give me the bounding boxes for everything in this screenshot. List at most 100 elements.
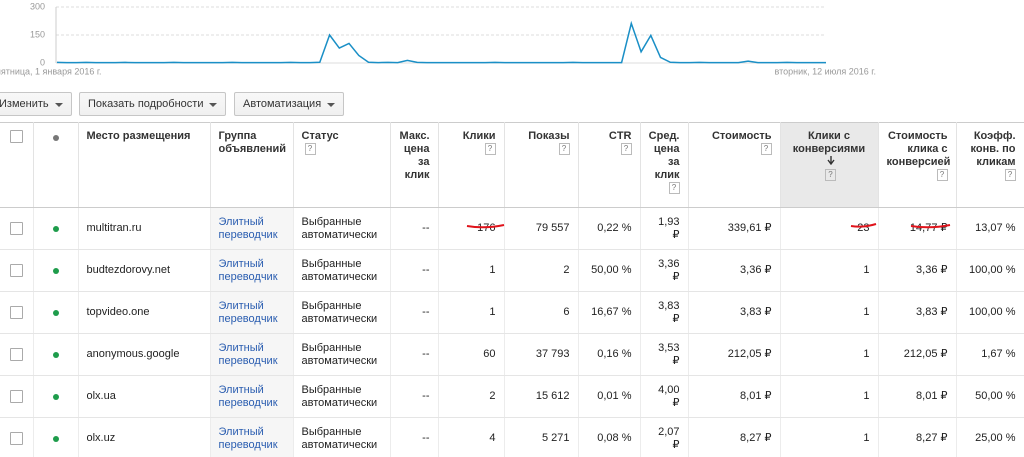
table-cell: 3,83 ₽ <box>878 291 957 334</box>
table-cell: 4,00 ₽ <box>640 375 689 418</box>
table-cell: Выбранные автоматически <box>293 333 391 376</box>
table-cell: 3,83 ₽ <box>688 291 781 334</box>
table-cell: olx.uz <box>78 417 211 457</box>
header-text: Стоимость <box>711 130 772 142</box>
table-cell: -- <box>390 375 439 418</box>
table-row: olx.ua Элитный переводчик Выбранные автома… <box>0 375 1024 418</box>
toolbar-button[interactable]: Показать подробности <box>79 92 227 116</box>
table-cell[interactable]: Элитный переводчик <box>210 333 294 376</box>
table-cell: 13,07 % <box>956 207 1024 250</box>
help-icon: ? <box>760 143 772 156</box>
table-cell[interactable]: Элитный переводчик <box>210 291 294 334</box>
status-dot <box>52 393 59 400</box>
table-cell: multitran.ru <box>78 207 211 250</box>
column-header[interactable]: Клики? <box>438 122 505 208</box>
table-cell: 1,67 % <box>956 333 1024 376</box>
table-cell: topvideo.one <box>78 291 211 334</box>
checkbox[interactable] <box>9 390 23 403</box>
sort-arrow <box>827 156 835 166</box>
table-cell: 0,01 % <box>578 375 641 418</box>
select-cell <box>0 333 34 376</box>
checkbox <box>9 130 23 143</box>
table-cell: 1 <box>780 333 879 376</box>
checkbox[interactable] <box>9 222 23 235</box>
header-text: Клики <box>462 130 496 142</box>
help-icon: ? <box>304 143 316 156</box>
table-row: olx.uz Элитный переводчик Выбранные автома… <box>0 417 1024 457</box>
table-cell: 0,08 % <box>578 417 641 457</box>
table-cell: 100,00 % <box>956 249 1024 292</box>
column-header[interactable]: Стоимость клика с конверсией? <box>878 122 957 208</box>
table-cell: 14,77 ₽ <box>878 207 957 250</box>
table-row: budtezdorovy.net Элитный переводчик Выбран… <box>0 249 1024 292</box>
column-header[interactable]: Место размещения <box>78 122 211 208</box>
help-icon: ? <box>668 182 680 195</box>
sparkline-chart: пятница, 1 января 2016 г. вторник, 12 ию… <box>0 1 876 76</box>
header-text: Макс. цена за клик <box>399 130 430 181</box>
table-row: anonymous.google Элитный переводчик Выбран… <box>0 333 1024 376</box>
table-cell: 23 <box>780 207 879 250</box>
table-cell: 1 <box>780 375 879 418</box>
table-cell: 1 <box>780 417 879 457</box>
table-cell: 60 <box>438 333 505 376</box>
status-cell <box>33 417 79 457</box>
table-cell: 0,16 % <box>578 333 641 376</box>
table-cell[interactable]: Элитный переводчик <box>210 417 294 457</box>
column-header[interactable]: Статус? <box>293 122 391 208</box>
column-header[interactable]: Сред. цена за клик? <box>640 122 689 208</box>
header-text: Группа объявлений <box>218 130 287 155</box>
end-date-label: вторник, 12 июля 2016 г. <box>775 66 876 76</box>
column-header[interactable]: Клики с конверсиями? <box>780 122 879 208</box>
table-cell: Выбранные автоматически <box>293 417 391 457</box>
table-cell[interactable]: Элитный переводчик <box>210 375 294 418</box>
table-cell: 2 <box>504 249 579 292</box>
table-cell[interactable]: Элитный переводчик <box>210 249 294 292</box>
status-cell <box>33 375 79 418</box>
table-cell[interactable]: Элитный переводчик <box>210 207 294 250</box>
header-select <box>0 122 34 208</box>
status-dot <box>52 309 59 316</box>
y-tick-label: 300 <box>30 1 45 11</box>
column-header[interactable]: Группа объявлений <box>210 122 294 208</box>
table-cell: olx.ua <box>78 375 211 418</box>
toolbar-button[interactable]: Автоматизация <box>234 92 345 116</box>
table-row: topvideo.one Элитный переводчик Выбранные … <box>0 291 1024 334</box>
column-header[interactable]: CTR? <box>578 122 641 208</box>
table-cell: -- <box>390 333 439 376</box>
column-header[interactable]: Макс. цена за клик <box>390 122 439 208</box>
table-cell: 25,00 % <box>956 417 1024 457</box>
table-cell: -- <box>390 249 439 292</box>
select-cell <box>0 417 34 457</box>
table-cell: 3,83 ₽ <box>640 291 689 334</box>
toolbar-button[interactable]: Изменить <box>0 92 72 116</box>
status-cell <box>33 291 79 334</box>
table-cell: 2,07 ₽ <box>640 417 689 457</box>
table-cell: 3,36 ₽ <box>688 249 781 292</box>
help-icon: ? <box>936 169 948 182</box>
help-icon: ? <box>825 169 836 182</box>
column-header[interactable]: Коэфф. конв. по кликам? <box>956 122 1024 208</box>
start-date-label: пятница, 1 января 2016 г. <box>0 66 102 76</box>
table-cell: 0,22 % <box>578 207 641 250</box>
help-icon: ? <box>1004 169 1016 182</box>
table-cell: 8,27 ₽ <box>688 417 781 457</box>
checkbox[interactable] <box>9 432 23 445</box>
column-header[interactable]: Стоимость? <box>688 122 781 208</box>
checkbox[interactable] <box>9 306 23 319</box>
header-text: Стоимость клика с конверсией <box>886 130 951 168</box>
table-cell: 4 <box>438 417 505 457</box>
column-header[interactable]: Показы? <box>504 122 579 208</box>
select-cell <box>0 207 34 250</box>
table-cell: 3,53 ₽ <box>640 333 689 376</box>
table-cell: anonymous.google <box>78 333 211 376</box>
help-icon: ? <box>620 143 632 156</box>
select-cell <box>0 375 34 418</box>
traffic-line <box>56 20 826 64</box>
table-cell: -- <box>390 291 439 334</box>
checkbox[interactable] <box>9 264 23 277</box>
table-cell: 15 612 <box>504 375 579 418</box>
checkbox[interactable] <box>9 348 23 361</box>
table-cell: 16,67 % <box>578 291 641 334</box>
select-cell <box>0 249 34 292</box>
table-cell: 1 <box>438 249 505 292</box>
